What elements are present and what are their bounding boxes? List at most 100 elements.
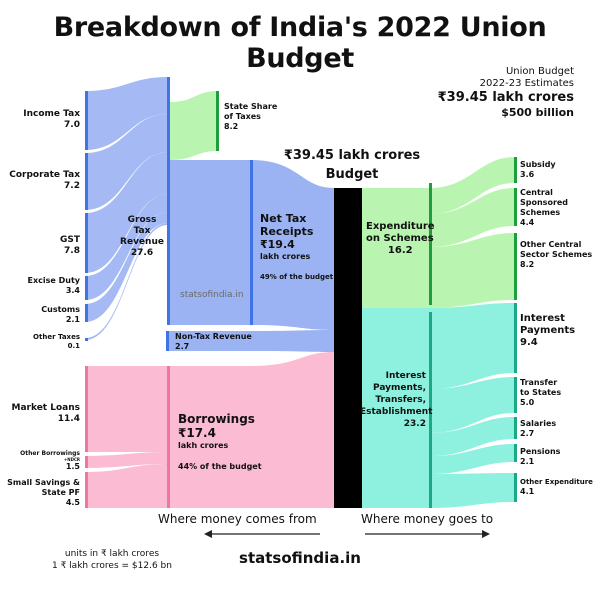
watermark: statsofindia.in	[180, 290, 244, 300]
arrow-right-head	[482, 530, 490, 538]
label-other-taxes: Other Taxes 0.1	[0, 333, 80, 351]
dest-l1: Other Central	[520, 240, 582, 249]
interest-group-line2: Payments,	[373, 383, 426, 393]
gross-tax-line1: Gross Tax	[127, 215, 157, 236]
dest-l1: Other Expenditure	[520, 478, 593, 486]
label-other-borrowings: Other Borrowings +NDCR 1.5	[0, 450, 80, 472]
label-salaries: Salaries 2.7	[520, 419, 556, 439]
label-excise-duty: Excise Duty 3.4	[0, 276, 80, 296]
label-transfer-states: Transfer to States 5.0	[520, 378, 561, 408]
net-tax-amount: ₹19.4	[260, 238, 295, 251]
schemes-value: 16.2	[387, 245, 413, 256]
schemes-line2: on Schemes	[366, 233, 434, 244]
dest-value: 4.4	[520, 218, 535, 227]
dest-value: 9.4	[520, 337, 538, 348]
label-net-tax: Net Tax Receipts ₹19.4 lakh crores 49% o…	[260, 212, 333, 283]
bar-other-taxes	[85, 338, 88, 341]
flow-small-savings	[85, 464, 168, 508]
interest-group-line4: Establishment	[360, 407, 433, 417]
dest-value: 8.2	[520, 260, 535, 269]
label-interest-group: Interest Payments, Transfers, Establishm…	[360, 370, 433, 430]
label-borrowings: Borrowings ₹17.4 lakh crores 44% of the …	[178, 412, 262, 472]
flow-other-expenditure	[430, 473, 514, 508]
budget-bar	[334, 188, 362, 508]
flow-interest	[430, 303, 514, 389]
direction-right-label: Where money goes to	[361, 512, 494, 526]
flow-subsidy	[430, 157, 514, 214]
source-name: Small Savings &	[7, 478, 80, 487]
bar-market-loans	[85, 366, 88, 452]
borrowings-amount: ₹17.4	[178, 426, 216, 440]
flow-gross-net	[170, 160, 250, 325]
bar-borrowings	[167, 366, 170, 508]
source-value: 7.8	[64, 246, 80, 256]
net-tax-line1: Net Tax	[260, 212, 307, 225]
budget-amount: ₹39.45 lakh crores	[283, 148, 421, 163]
non-tax-value: 2.7	[175, 342, 190, 351]
page-title: Breakdown of India's 2022 Union Budget	[53, 12, 547, 74]
source-value: 7.2	[64, 181, 80, 191]
source-name: Income Tax	[23, 109, 80, 119]
source-value: 1.5	[65, 462, 80, 471]
bar-interest-group	[429, 312, 432, 508]
flow-market-loans	[85, 366, 168, 452]
flow-other-borrowings	[85, 452, 168, 468]
label-gross-tax: Gross Tax Revenue 27.6	[118, 215, 166, 259]
source-value: 2.1	[65, 315, 80, 324]
units-line2: 1 ₹ lakh crores = $12.6 bn	[52, 561, 172, 571]
borrowings-pct: 44% of the budget	[178, 462, 262, 471]
dest-l3: Schemes	[520, 208, 561, 217]
budget-estimates: Union Budget 2022-23 Estimates ₹39.45 la…	[438, 66, 574, 119]
direction-arrows	[204, 530, 490, 538]
bar-non-tax	[166, 331, 169, 351]
bar-state-share	[216, 91, 219, 151]
budget-word: Budget	[325, 167, 379, 182]
dest-l1: Pensions	[520, 447, 561, 456]
bar-other-central	[514, 233, 517, 300]
label-non-tax: Non-Tax Revenue 2.7	[175, 332, 252, 352]
non-tax-name: Non-Tax Revenue	[175, 332, 252, 341]
source-value: 3.4	[65, 286, 80, 295]
estimates-total-usd: $500 billion	[501, 106, 574, 119]
bar-pensions	[514, 444, 517, 462]
net-tax-pct: 49% of the budget	[260, 273, 334, 281]
source-value: 0.1	[67, 342, 80, 350]
flow-borrowings-budget	[168, 352, 334, 508]
bar-transfer	[514, 377, 517, 413]
flow-corporate-tax	[85, 114, 168, 210]
source-name: Other Borrowings	[20, 450, 80, 457]
flow-transfer	[430, 377, 514, 433]
node-bars	[85, 77, 517, 508]
source-value: 7.0	[64, 120, 80, 130]
bar-css	[514, 188, 517, 226]
bar-gross-tax	[167, 77, 170, 325]
label-small-savings: Small Savings & State PF 4.5	[0, 478, 80, 508]
flow-other-central	[430, 233, 514, 308]
label-pensions: Pensions 2.1	[520, 447, 560, 467]
label-customs: Customs 2.1	[0, 305, 80, 325]
label-gst: GST 7.8	[0, 235, 80, 257]
source-name: Other Taxes	[33, 333, 80, 341]
label-other-central: Other Central Sector Schemes 8.2	[520, 240, 592, 270]
direction-left-label: Where money comes from	[158, 512, 317, 526]
flow-schemes	[362, 188, 430, 308]
source-name: Market Loans	[11, 403, 80, 413]
arrow-left-head	[204, 530, 212, 538]
label-income-tax: Income Tax 7.0	[0, 109, 80, 131]
source-sub: +NDCR	[63, 457, 80, 462]
net-tax-line2: Receipts	[260, 225, 314, 238]
flow-state-share	[170, 91, 218, 160]
budget-center-label: ₹39.45 lakh crores Budget	[282, 146, 422, 184]
dest-l1: Salaries	[520, 419, 557, 428]
bar-other-expenditure	[514, 473, 517, 502]
dest-value: 5.0	[520, 398, 535, 407]
site-footer: statsofindia.in	[239, 549, 361, 567]
label-corporate-tax: Corporate Tax 7.2	[0, 170, 80, 192]
bar-net-tax	[250, 160, 253, 325]
dest-l1: Central	[520, 188, 553, 197]
bar-salaries	[514, 417, 517, 439]
flow-non-tax	[166, 330, 334, 352]
bar-subsidy	[514, 157, 517, 183]
dest-l1: Transfer	[520, 378, 558, 387]
